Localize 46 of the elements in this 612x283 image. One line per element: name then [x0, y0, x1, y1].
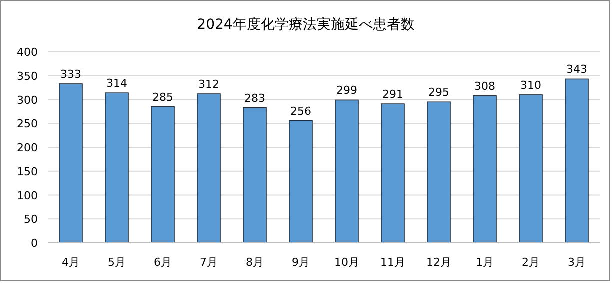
data-label: 283 [244, 92, 266, 105]
bar [243, 107, 267, 244]
x-tick-label: 8月 [246, 256, 264, 269]
x-tick-label: 4月 [62, 256, 80, 269]
chart-title: 2024年度化学療法実施延べ患者数 [197, 17, 415, 33]
y-tick-label: 350 [17, 70, 38, 83]
bar [151, 106, 175, 244]
bar [427, 102, 451, 244]
y-tick-label: 50 [24, 213, 38, 226]
data-label: 299 [336, 84, 358, 98]
x-tick-label: 5月 [108, 256, 126, 269]
x-tick-label: 1月 [476, 256, 494, 269]
x-tick-label: 6月 [154, 256, 172, 269]
y-tick-label: 150 [17, 165, 38, 178]
bar [335, 100, 359, 244]
y-tick-label: 400 [17, 46, 38, 59]
x-tick-label: 11月 [380, 256, 406, 269]
x-tick-label: 12月 [426, 256, 452, 269]
x-tick-label: 9月 [292, 256, 310, 269]
data-label: 308 [474, 80, 496, 93]
data-label: 310 [520, 78, 542, 92]
bar [197, 94, 221, 244]
bar [565, 78, 589, 244]
bar [289, 120, 313, 244]
data-label: 291 [382, 88, 404, 102]
y-tick-label: 0 [31, 237, 38, 250]
x-tick-label: 10月 [334, 256, 360, 269]
data-label: 256 [290, 104, 312, 118]
y-tick-label: 300 [17, 94, 38, 107]
bar [381, 104, 405, 244]
data-label: 285 [152, 90, 174, 104]
x-tick-label: 7月 [200, 256, 218, 269]
data-label: 343 [566, 63, 588, 76]
y-tick-label: 250 [17, 118, 38, 131]
data-label: 333 [60, 68, 82, 81]
y-tick-label: 200 [17, 142, 38, 154]
bar [59, 84, 83, 244]
bar [519, 94, 543, 244]
data-label: 312 [198, 78, 220, 92]
bar [105, 92, 129, 244]
x-tick-label: 3月 [568, 256, 586, 269]
x-tick-label: 2月 [522, 256, 540, 269]
data-label: 314 [106, 77, 128, 90]
bar [473, 96, 497, 244]
data-label: 295 [428, 86, 450, 100]
y-tick-label: 100 [17, 189, 38, 202]
